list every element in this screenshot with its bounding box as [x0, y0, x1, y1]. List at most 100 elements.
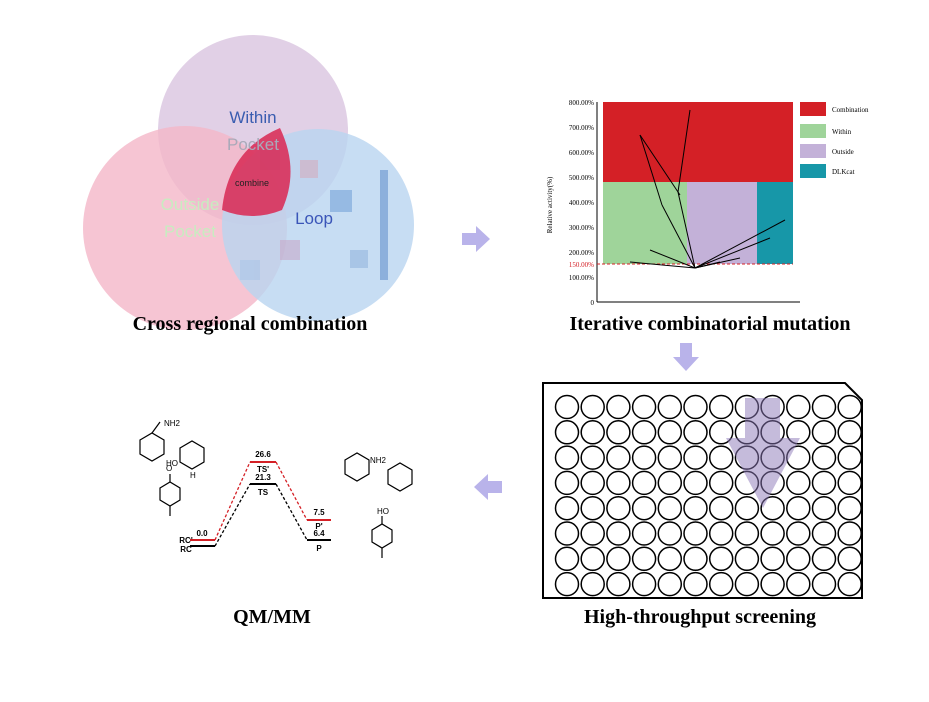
well: [837, 394, 862, 420]
well: [554, 470, 580, 496]
well: [786, 571, 811, 597]
chem-label: HO: [166, 459, 178, 468]
well: [708, 445, 734, 470]
well: [580, 495, 605, 521]
mutation-paths: [629, 109, 786, 269]
well: [554, 495, 580, 521]
threshold-label: 150.00%: [569, 261, 594, 269]
y-tick-label: 400.00%: [569, 199, 594, 207]
path-prime: [214, 461, 308, 541]
well: [734, 521, 760, 546]
chem-label: H: [190, 471, 196, 480]
screening-plate: High-throughput screening: [542, 382, 863, 628]
energy-label: 26.6: [255, 450, 271, 459]
well: [811, 394, 837, 420]
well: [786, 495, 811, 521]
well: [811, 495, 837, 521]
y-tick-label: 700.00%: [569, 124, 594, 132]
chem-label: HO: [377, 507, 389, 516]
well: [657, 571, 683, 597]
selection-arrow: [726, 398, 800, 508]
well: [811, 445, 837, 470]
well: [683, 495, 708, 521]
well: [811, 546, 837, 572]
panel-title: Iterative combinatorial mutation: [569, 313, 850, 335]
well: [760, 495, 785, 521]
well: [554, 571, 580, 597]
y-tick-label: 200.00%: [569, 249, 594, 257]
well: [657, 420, 683, 445]
combination-region: [603, 102, 793, 182]
level-label: TS: [258, 488, 269, 497]
y-axis-label: Relative activity(%): [546, 176, 554, 233]
arrow-right: [462, 226, 490, 252]
legend-swatch: [800, 144, 826, 158]
intersection: [222, 128, 291, 216]
chem-label: NH2: [370, 456, 387, 465]
well: [683, 470, 708, 496]
well: [657, 546, 683, 572]
well: [708, 420, 734, 445]
well: [683, 546, 708, 572]
well: [554, 420, 580, 445]
energy-label: 0.0: [196, 529, 208, 538]
well: [708, 394, 734, 420]
well: [580, 394, 605, 420]
within-region: [603, 182, 687, 264]
y-tick-label: 800.00%: [569, 99, 594, 107]
well: [734, 546, 760, 572]
well: [606, 470, 631, 496]
y-tick-label: 300.00%: [569, 224, 594, 232]
well: [683, 394, 708, 420]
well: [837, 521, 862, 546]
well: [683, 521, 708, 546]
well: [786, 546, 811, 572]
within-label: Within: [229, 108, 276, 127]
well: [760, 571, 785, 597]
well: [657, 495, 683, 521]
outside-label: Pocket: [164, 222, 216, 241]
well: [631, 495, 657, 521]
wells: [554, 394, 862, 597]
well: [606, 521, 631, 546]
outside-region: [687, 182, 757, 264]
level-label: P: [316, 544, 322, 553]
well: [760, 546, 785, 572]
y-tick-label: 600.00%: [569, 149, 594, 157]
well: [786, 521, 811, 546]
energy-label: 6.4: [313, 529, 325, 538]
well: [811, 470, 837, 496]
well: [786, 470, 811, 496]
energy-diagram: 26.6 TS' 21.3 TS 0.0 RC' RC 7.5 P' 6.4 P…: [139, 419, 413, 628]
well: [837, 420, 862, 445]
well: [606, 571, 631, 597]
path: [214, 483, 308, 547]
well: [554, 521, 580, 546]
well: [580, 470, 605, 496]
legend-label: Within: [832, 128, 852, 136]
level-label: P': [315, 522, 322, 531]
well: [606, 420, 631, 445]
well: [657, 445, 683, 470]
within-label: Pocket: [227, 135, 279, 154]
well: [708, 546, 734, 572]
outside-label: Outside: [161, 195, 220, 214]
well: [554, 546, 580, 572]
legend-label: DLKcat: [832, 168, 855, 176]
energy-label: 21.3: [255, 473, 271, 482]
legend-swatch: [800, 164, 826, 178]
energy-label: 7.5: [313, 508, 325, 517]
well: [811, 571, 837, 597]
well: [734, 495, 760, 521]
well: [657, 394, 683, 420]
well: [734, 571, 760, 597]
well: [580, 571, 605, 597]
well: [606, 495, 631, 521]
well: [708, 521, 734, 546]
molecules: [139, 421, 413, 558]
center-label: combine: [235, 178, 269, 188]
well: [580, 546, 605, 572]
well: [554, 394, 580, 420]
well: [837, 495, 862, 521]
well: [631, 521, 657, 546]
